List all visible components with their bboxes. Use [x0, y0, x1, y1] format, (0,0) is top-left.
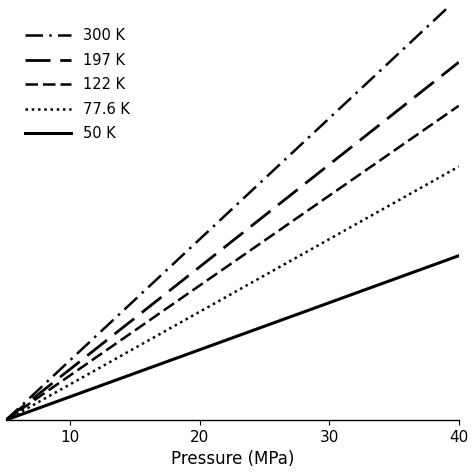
- Line: 122 K: 122 K: [6, 106, 459, 420]
- 197 K: [445, 68, 451, 73]
- 197 K: [3, 417, 9, 423]
- 122 K: [273, 230, 278, 236]
- 50 K: [456, 253, 462, 258]
- 77.6 K: [374, 210, 380, 215]
- 300 K: [248, 189, 254, 194]
- 50 K: [248, 328, 254, 334]
- 77.6 K: [3, 417, 9, 423]
- 50 K: [3, 417, 9, 423]
- 197 K: [456, 59, 462, 65]
- 122 K: [218, 268, 224, 273]
- 300 K: [374, 71, 380, 76]
- 300 K: [221, 214, 227, 220]
- 300 K: [273, 166, 278, 172]
- 300 K: [445, 5, 451, 10]
- 50 K: [445, 257, 451, 263]
- 77.6 K: [248, 280, 254, 286]
- 50 K: [221, 338, 227, 344]
- 197 K: [273, 204, 278, 210]
- X-axis label: Pressure (MPa): Pressure (MPa): [171, 450, 294, 468]
- Line: 77.6 K: 77.6 K: [6, 166, 459, 420]
- 300 K: [3, 417, 9, 423]
- 197 K: [248, 224, 254, 229]
- 197 K: [374, 124, 380, 129]
- 122 K: [248, 247, 254, 253]
- 77.6 K: [218, 297, 224, 303]
- Line: 197 K: 197 K: [6, 62, 459, 420]
- 122 K: [221, 266, 227, 272]
- 122 K: [456, 103, 462, 109]
- Line: 300 K: 300 K: [6, 0, 459, 420]
- 197 K: [218, 247, 224, 253]
- Line: 50 K: 50 K: [6, 255, 459, 420]
- 77.6 K: [456, 164, 462, 169]
- 50 K: [218, 339, 224, 345]
- 77.6 K: [221, 295, 227, 301]
- 300 K: [218, 217, 224, 222]
- 77.6 K: [273, 266, 278, 272]
- 197 K: [221, 245, 227, 251]
- 122 K: [445, 110, 451, 116]
- 50 K: [273, 319, 278, 325]
- 77.6 K: [445, 170, 451, 175]
- Legend: 300 K, 197 K, 122 K, 77.6 K, 50 K: 300 K, 197 K, 122 K, 77.6 K, 50 K: [18, 21, 137, 149]
- 50 K: [374, 283, 380, 288]
- 122 K: [374, 160, 380, 165]
- 122 K: [3, 417, 9, 423]
